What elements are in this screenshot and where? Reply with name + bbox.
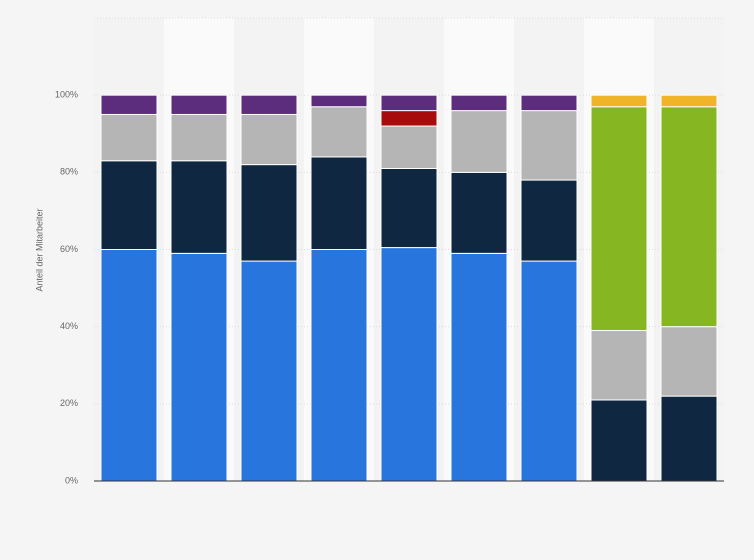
bar-segment: [450, 171, 508, 254]
bar-segment: [520, 179, 578, 262]
bar-segment: [100, 94, 158, 115]
bar-segment: [380, 167, 438, 249]
bar-segment: [310, 249, 368, 482]
bar-segment: [450, 94, 508, 112]
bar-segment: [520, 260, 578, 482]
bar-segment: [170, 113, 228, 162]
bar-segment: [100, 160, 158, 250]
bar-segment: [240, 164, 298, 262]
y-tick-label: 60%: [60, 244, 78, 254]
bar-segment: [380, 125, 438, 169]
bar-segment: [590, 330, 648, 401]
bar-segment: [590, 94, 648, 108]
y-tick-label: 40%: [60, 321, 78, 331]
bar-segment: [380, 247, 438, 482]
bar-segment: [240, 260, 298, 482]
bar-segment: [100, 249, 158, 482]
bar-segment: [310, 94, 368, 108]
y-tick-label: 100%: [55, 90, 78, 100]
bar-segment: [520, 110, 578, 181]
bar-segment: [170, 160, 228, 254]
bar-segment: [450, 252, 508, 482]
bar-segment: [590, 399, 648, 482]
bar-segment: [100, 113, 158, 162]
y-tick-label: 80%: [60, 167, 78, 177]
y-tick-label: 20%: [60, 398, 78, 408]
bar-segment: [170, 94, 228, 115]
bar-segment: [310, 106, 368, 158]
bar-segment: [310, 156, 368, 250]
bar-segment: [450, 110, 508, 173]
bar-segment: [170, 252, 228, 482]
bar-segment: [380, 110, 438, 127]
bar-segment: [660, 395, 718, 482]
bar-segment: [520, 94, 578, 112]
bar-segment: [240, 94, 298, 115]
bar-segment: [380, 94, 438, 112]
bar-segment: [240, 113, 298, 166]
y-axis-label: Anteil der Mitarbeiter: [34, 208, 44, 291]
bar-segment: [660, 94, 718, 108]
y-tick-label: 0%: [65, 475, 78, 485]
bar-segment: [590, 106, 648, 332]
bar-segment: [660, 326, 718, 397]
bar-segment: [660, 106, 718, 328]
